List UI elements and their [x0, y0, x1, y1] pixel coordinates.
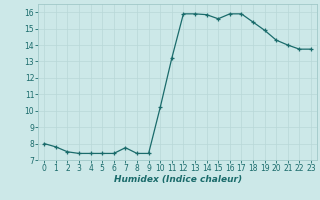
X-axis label: Humidex (Indice chaleur): Humidex (Indice chaleur)	[114, 175, 242, 184]
